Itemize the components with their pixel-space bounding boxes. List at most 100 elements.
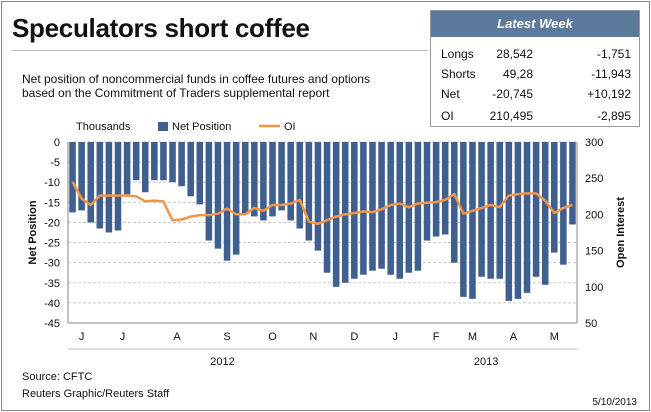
legend-oi-label: OI xyxy=(284,121,296,133)
net-position-bar xyxy=(123,142,131,195)
net-position-bar xyxy=(478,142,485,277)
net-position-bar xyxy=(205,142,213,241)
x-tick-month-label: F xyxy=(433,331,440,343)
latest-week-row-oi: OI 210,495 -2,895 xyxy=(431,106,639,126)
net-position-bar xyxy=(414,142,422,271)
credit-note: Reuters Graphic/Reuters Staff xyxy=(22,388,170,400)
row-change: -1,751 xyxy=(596,47,631,61)
net-position-bar xyxy=(214,142,222,249)
net-position-bar xyxy=(141,142,149,193)
y-tick-left-label: -45 xyxy=(44,318,60,330)
row-value: 210,495 xyxy=(489,109,533,123)
net-position-bar xyxy=(532,142,540,277)
net-position-bar xyxy=(378,142,385,269)
net-position-bar xyxy=(187,142,194,197)
row-change: -2,895 xyxy=(596,109,631,123)
net-position-bar xyxy=(369,142,376,271)
y-axis-left-title: Net Position xyxy=(27,200,39,264)
net-position-bar xyxy=(287,142,294,221)
latest-week-row-shorts: Shorts 49,28 -11,943 xyxy=(431,64,639,84)
x-tick-month-label: M xyxy=(468,331,477,343)
net-position-bar xyxy=(541,142,549,285)
net-position-bar xyxy=(432,142,440,237)
net-position-bar xyxy=(269,142,276,217)
x-tick-month-label: N xyxy=(309,331,317,343)
y-tick-left-label: -25 xyxy=(44,238,60,250)
y-tick-left-label: -30 xyxy=(44,258,60,270)
subtitle-line-2: based on the Commitment of Traders suppl… xyxy=(22,86,330,100)
latest-week-heading: Latest Week xyxy=(431,11,639,37)
net-position-bar xyxy=(241,142,249,215)
y-tick-left-label: -35 xyxy=(44,278,60,290)
x-tick-month-label: A xyxy=(173,331,181,343)
y-axis-right-title: Open Interest xyxy=(615,197,627,268)
x-tick-month-label: S xyxy=(223,331,230,343)
net-position-bar xyxy=(260,142,267,221)
net-position-bar xyxy=(96,142,104,229)
y-tick-right-label: 150 xyxy=(585,246,603,258)
net-position-bar xyxy=(469,142,476,299)
y-tick-right-label: 50 xyxy=(585,318,597,330)
net-position-bar xyxy=(569,142,576,225)
chart-subtitle: Net position of noncommercial funds in c… xyxy=(22,72,382,100)
net-position-bar xyxy=(487,142,494,279)
net-position-bar xyxy=(305,142,313,241)
net-position-bar xyxy=(360,142,367,275)
net-position-bar xyxy=(396,142,404,279)
y-tick-right-label: 200 xyxy=(585,209,603,221)
x-tick-month-label: J xyxy=(79,331,85,343)
x-tick-month-label: J xyxy=(120,331,126,343)
net-position-bar xyxy=(332,142,340,287)
net-position-bar xyxy=(514,142,522,299)
net-position-bars xyxy=(69,142,576,301)
y-tick-right-label: 100 xyxy=(585,282,603,294)
source-note: Source: CFTC xyxy=(22,371,93,383)
y-tick-left-label: -20 xyxy=(44,217,60,229)
legend: Thousands Net Position OI xyxy=(76,121,296,133)
x-tick-month-label: M xyxy=(550,331,559,343)
net-position-bar xyxy=(196,142,204,205)
publish-date: 5/10/2013 xyxy=(592,397,638,408)
net-position-bar xyxy=(387,142,394,275)
row-label: OI xyxy=(441,109,454,123)
net-position-bar xyxy=(78,142,85,211)
net-position-bar xyxy=(132,142,140,181)
row-value: 28,542 xyxy=(496,47,533,61)
net-position-bar xyxy=(460,142,467,297)
net-position-bar xyxy=(178,142,185,187)
net-position-bar xyxy=(314,142,322,251)
net-position-bar xyxy=(160,142,167,181)
net-position-bar xyxy=(296,142,304,229)
x-tick-month-label: D xyxy=(350,331,358,343)
y-tick-left-label: 0 xyxy=(54,137,60,149)
y-tick-right-label: 250 xyxy=(585,173,603,185)
net-position-bar xyxy=(451,142,458,263)
row-change: +10,192 xyxy=(587,87,631,101)
oi-line-layer xyxy=(71,181,573,226)
net-position-bar xyxy=(560,142,567,265)
net-position-bar xyxy=(496,142,504,279)
net-position-bar xyxy=(69,142,76,213)
y-tick-left-label: -40 xyxy=(44,298,60,310)
net-position-bar xyxy=(223,142,231,261)
x-year-label: 2012 xyxy=(210,356,234,368)
x-year-label: 2013 xyxy=(474,356,498,368)
net-position-bar xyxy=(523,142,531,293)
row-label: Longs xyxy=(441,47,474,61)
net-position-bar xyxy=(351,142,358,279)
net-position-bar xyxy=(278,142,285,211)
axes: 0 -5 -10 -15 -20 -25 -30 -35 -40 -45 300 250 200 150 1… xyxy=(27,137,627,368)
net-position-bar xyxy=(232,142,240,255)
net-position-bar xyxy=(341,142,349,283)
net-position-bar xyxy=(441,142,449,235)
x-tick-month-label: A xyxy=(510,331,518,343)
net-position-bar xyxy=(505,142,513,301)
x-tick-month-label: O xyxy=(268,331,277,343)
y-tick-left-label: -15 xyxy=(44,197,60,209)
title-divider xyxy=(12,50,428,51)
latest-week-row-longs: Longs 28,542 -1,751 xyxy=(431,44,639,64)
x-tick-month-label: J xyxy=(392,331,398,343)
y-tick-right-label: 300 xyxy=(585,137,603,149)
latest-week-row-net: Net -20,745 +10,192 xyxy=(431,84,639,104)
